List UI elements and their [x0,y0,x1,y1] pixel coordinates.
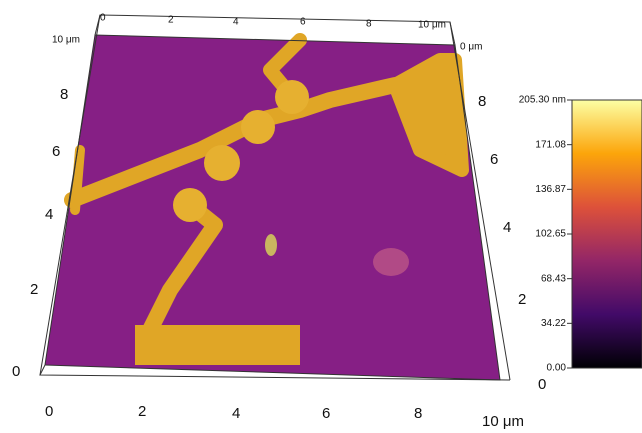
top-axis-label: 8 [366,19,372,30]
top-axis-label: 4 [233,17,239,28]
front-axis-label: 8 [414,405,422,422]
right-axis-label: 2 [518,291,526,308]
right-axis-label: 8 [478,93,486,110]
right-axis-label: 6 [490,151,498,168]
colorbar-label: 136.87 [535,184,566,195]
bump [275,80,309,114]
front-axis-label: 2 [138,403,146,420]
front-axis-label: 6 [322,405,330,422]
colorbar-label: 34.22 [541,318,566,329]
left-axis-label: 4 [45,206,53,223]
colorbar [572,100,642,368]
bump [241,110,275,144]
right-axis-label: 0 μm [460,42,482,53]
front-axis-label: 4 [232,405,240,422]
particle [265,234,277,256]
bump [173,188,207,222]
top-axis-label: 6 [300,17,306,28]
particle [373,248,409,276]
left-axis-label: 8 [60,86,68,103]
top-axis-label: 2 [168,15,174,26]
right-axis-label: 0 [538,376,546,393]
right-axis-label: 4 [503,219,511,236]
left-axis-label: 2 [30,281,38,298]
bump [204,145,240,181]
colorbar-label: 0.00 [547,363,567,374]
surface [45,35,500,380]
colorbar-label: 171.08 [535,139,566,150]
left-axis-label: 0 [12,363,20,380]
colorbar-label: 102.65 [535,229,566,240]
front-axis-label: 0 [45,403,53,420]
colorbar-label: 68.43 [541,273,566,284]
afm-figure: 0 2 4 6 8 10 μm 10 μm 8 6 4 2 0 0 2 4 6 8 10 μm 0 μm 8 6 4 2 0 2… [0,0,642,433]
top-axis-label: 10 μm [418,20,446,31]
top-axis-label: 0 [100,13,106,24]
colorbar-label: 205.30 nm [519,95,566,106]
left-axis-label: 6 [52,143,60,160]
front-axis-label: 10 μm [482,413,524,430]
left-axis-label: 10 μm [52,35,80,46]
pad [135,325,300,365]
